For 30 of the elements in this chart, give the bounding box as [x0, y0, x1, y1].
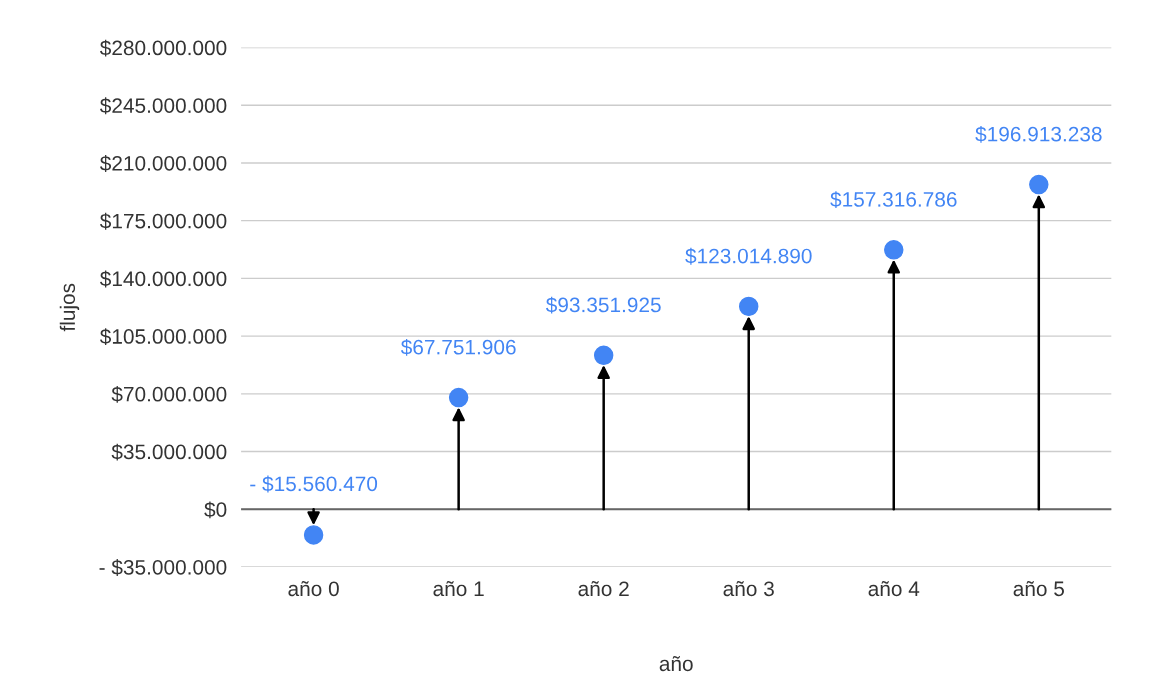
y-tick-label: $70.000.000: [111, 385, 227, 403]
point: [738, 296, 759, 317]
y-axis-title: flujos: [59, 283, 80, 332]
y-tick-label: $245.000.000: [99, 97, 227, 115]
point: [593, 345, 614, 366]
point: [303, 525, 324, 545]
x-tick-label: año 3: [723, 581, 774, 597]
y-tick-label: - $35.000.000: [99, 559, 227, 576]
x-tick-label: año 1: [433, 581, 484, 597]
x-tick-label: año 2: [578, 581, 629, 597]
data-label: $123.014.890: [685, 247, 812, 265]
data-label: $67.751.906: [400, 338, 516, 356]
data-label: $93.351.925: [545, 296, 661, 314]
y-tick-label: $0: [204, 501, 227, 519]
point: [884, 240, 904, 260]
y-tick-label: $140.000.000: [99, 270, 227, 288]
point: [1029, 174, 1049, 195]
y-tick-label: $35.000.000: [111, 443, 227, 461]
point: [448, 387, 469, 408]
y-tick-label: $280.000.000: [99, 39, 227, 57]
y-tick-label: $105.000.000: [99, 328, 227, 346]
data-label: $157.316.786: [830, 191, 957, 209]
x-axis-title: año: [659, 655, 693, 672]
data-label: $196.913.238: [975, 125, 1102, 143]
data-label: - $15.560.470: [250, 475, 378, 493]
x-tick-label: año 5: [1013, 581, 1064, 597]
y-tick-label: $210.000.000: [99, 155, 227, 172]
x-tick-label: año 4: [868, 581, 920, 597]
x-tick-label: año 0: [288, 581, 339, 597]
y-tick-label: $175.000.000: [99, 212, 227, 230]
